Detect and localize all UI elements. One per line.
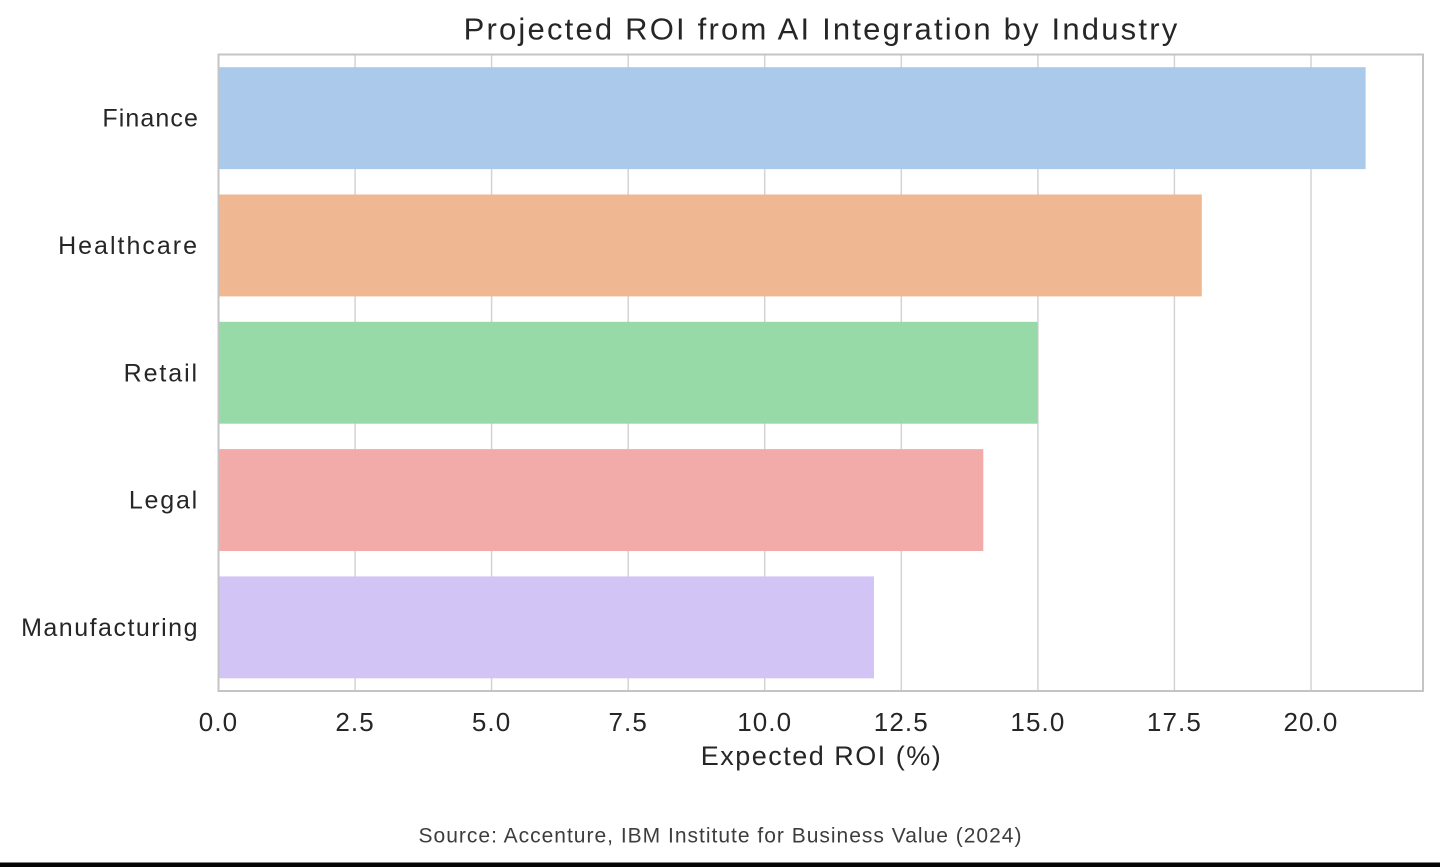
svg-text:Projected ROI from AI Integrat: Projected ROI from AI Integration by Ind… [464, 12, 1180, 47]
svg-text:Finance: Finance [102, 105, 199, 133]
svg-text:17.5: 17.5 [1147, 707, 1202, 737]
svg-text:7.5: 7.5 [608, 707, 647, 737]
svg-text:15.0: 15.0 [1010, 707, 1065, 737]
svg-text:2.5: 2.5 [335, 707, 374, 737]
svg-text:Retail: Retail [124, 359, 199, 387]
svg-text:Legal: Legal [129, 487, 199, 515]
svg-text:0.0: 0.0 [199, 707, 238, 737]
svg-text:20.0: 20.0 [1283, 707, 1338, 737]
svg-text:12.5: 12.5 [874, 707, 929, 737]
svg-text:10.0: 10.0 [737, 707, 792, 737]
svg-text:Expected ROI (%): Expected ROI (%) [701, 741, 943, 771]
svg-text:Healthcare: Healthcare [58, 232, 199, 260]
svg-text:Manufacturing: Manufacturing [21, 614, 199, 642]
svg-text:Source: Accenture, IBM Institu: Source: Accenture, IBM Institute for Bus… [419, 824, 1023, 847]
svg-text:5.0: 5.0 [472, 707, 511, 737]
